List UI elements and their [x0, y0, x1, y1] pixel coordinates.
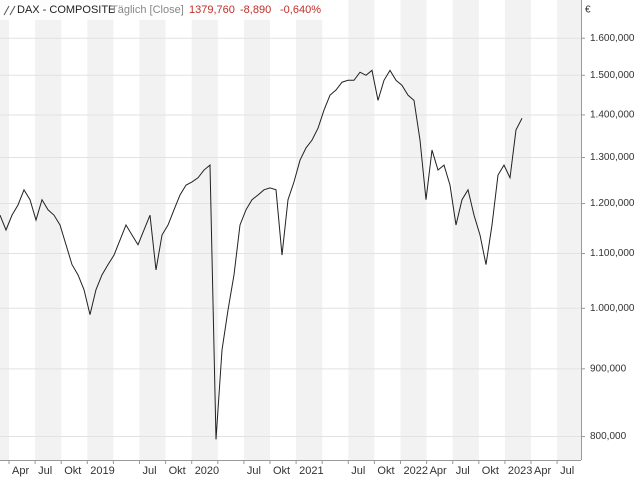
band — [452, 0, 479, 460]
change-pct: -0,640% — [280, 4, 321, 16]
x-tick-label: 2023 — [508, 465, 532, 477]
x-tick-label: Okt — [64, 465, 81, 477]
x-tick-label: Jul — [247, 465, 261, 477]
x-tick-label: Apr — [12, 465, 29, 477]
chart-icon — [3, 5, 16, 16]
x-tick-label: Okt — [169, 465, 186, 477]
band — [243, 0, 270, 460]
band — [35, 0, 62, 460]
x-tick-label: Jul — [351, 465, 365, 477]
y-tick-label: 1.000,000 — [590, 303, 635, 314]
y-tick-label: 1.100,000 — [590, 248, 635, 259]
x-tick-label: Jul — [143, 465, 157, 477]
band — [296, 0, 323, 460]
band — [400, 0, 427, 460]
y-tick-label: 900,000 — [590, 363, 627, 374]
band — [348, 0, 375, 460]
y-tick-label: 1.400,000 — [590, 110, 635, 121]
x-tick-label: 2020 — [195, 465, 219, 477]
plot-bg — [0, 0, 581, 460]
y-tick-label: 1.300,000 — [590, 152, 635, 163]
x-tick-label: 2021 — [299, 465, 323, 477]
y-tick-label: 1.500,000 — [590, 70, 635, 81]
x-tick-label: Okt — [482, 465, 499, 477]
x-tick-label: Okt — [377, 465, 394, 477]
header-bg — [0, 0, 340, 20]
last-price: 1379,760 — [189, 4, 235, 16]
interval: Täglich [Close] — [111, 4, 184, 16]
chart-title: DAX - COMPOSITE — [17, 4, 115, 16]
x-tick-label: Okt — [273, 465, 290, 477]
price-line — [0, 69, 523, 440]
x-tick-label: Jul — [560, 465, 574, 477]
x-tick-label: 2022 — [404, 465, 428, 477]
x-tick-label: Jul — [456, 465, 470, 477]
band — [139, 0, 166, 460]
band — [504, 0, 531, 460]
y-tick-label: 1.200,000 — [590, 198, 635, 209]
band — [557, 0, 581, 460]
y-tick-label: 800,000 — [590, 431, 627, 442]
change: -8,890 — [240, 4, 271, 16]
x-tick-label: Apr — [534, 465, 551, 477]
plot — [0, 69, 523, 440]
band — [0, 0, 9, 460]
x-tick-label: Apr — [430, 465, 447, 477]
band — [87, 0, 114, 460]
background-bands — [0, 0, 581, 460]
grid — [0, 37, 581, 438]
band — [191, 0, 218, 460]
currency: € — [585, 5, 591, 16]
y-tick-label: 1.600,000 — [590, 33, 635, 44]
x-tick-label: Jul — [38, 465, 52, 477]
x-tick-label: 2019 — [90, 465, 114, 477]
